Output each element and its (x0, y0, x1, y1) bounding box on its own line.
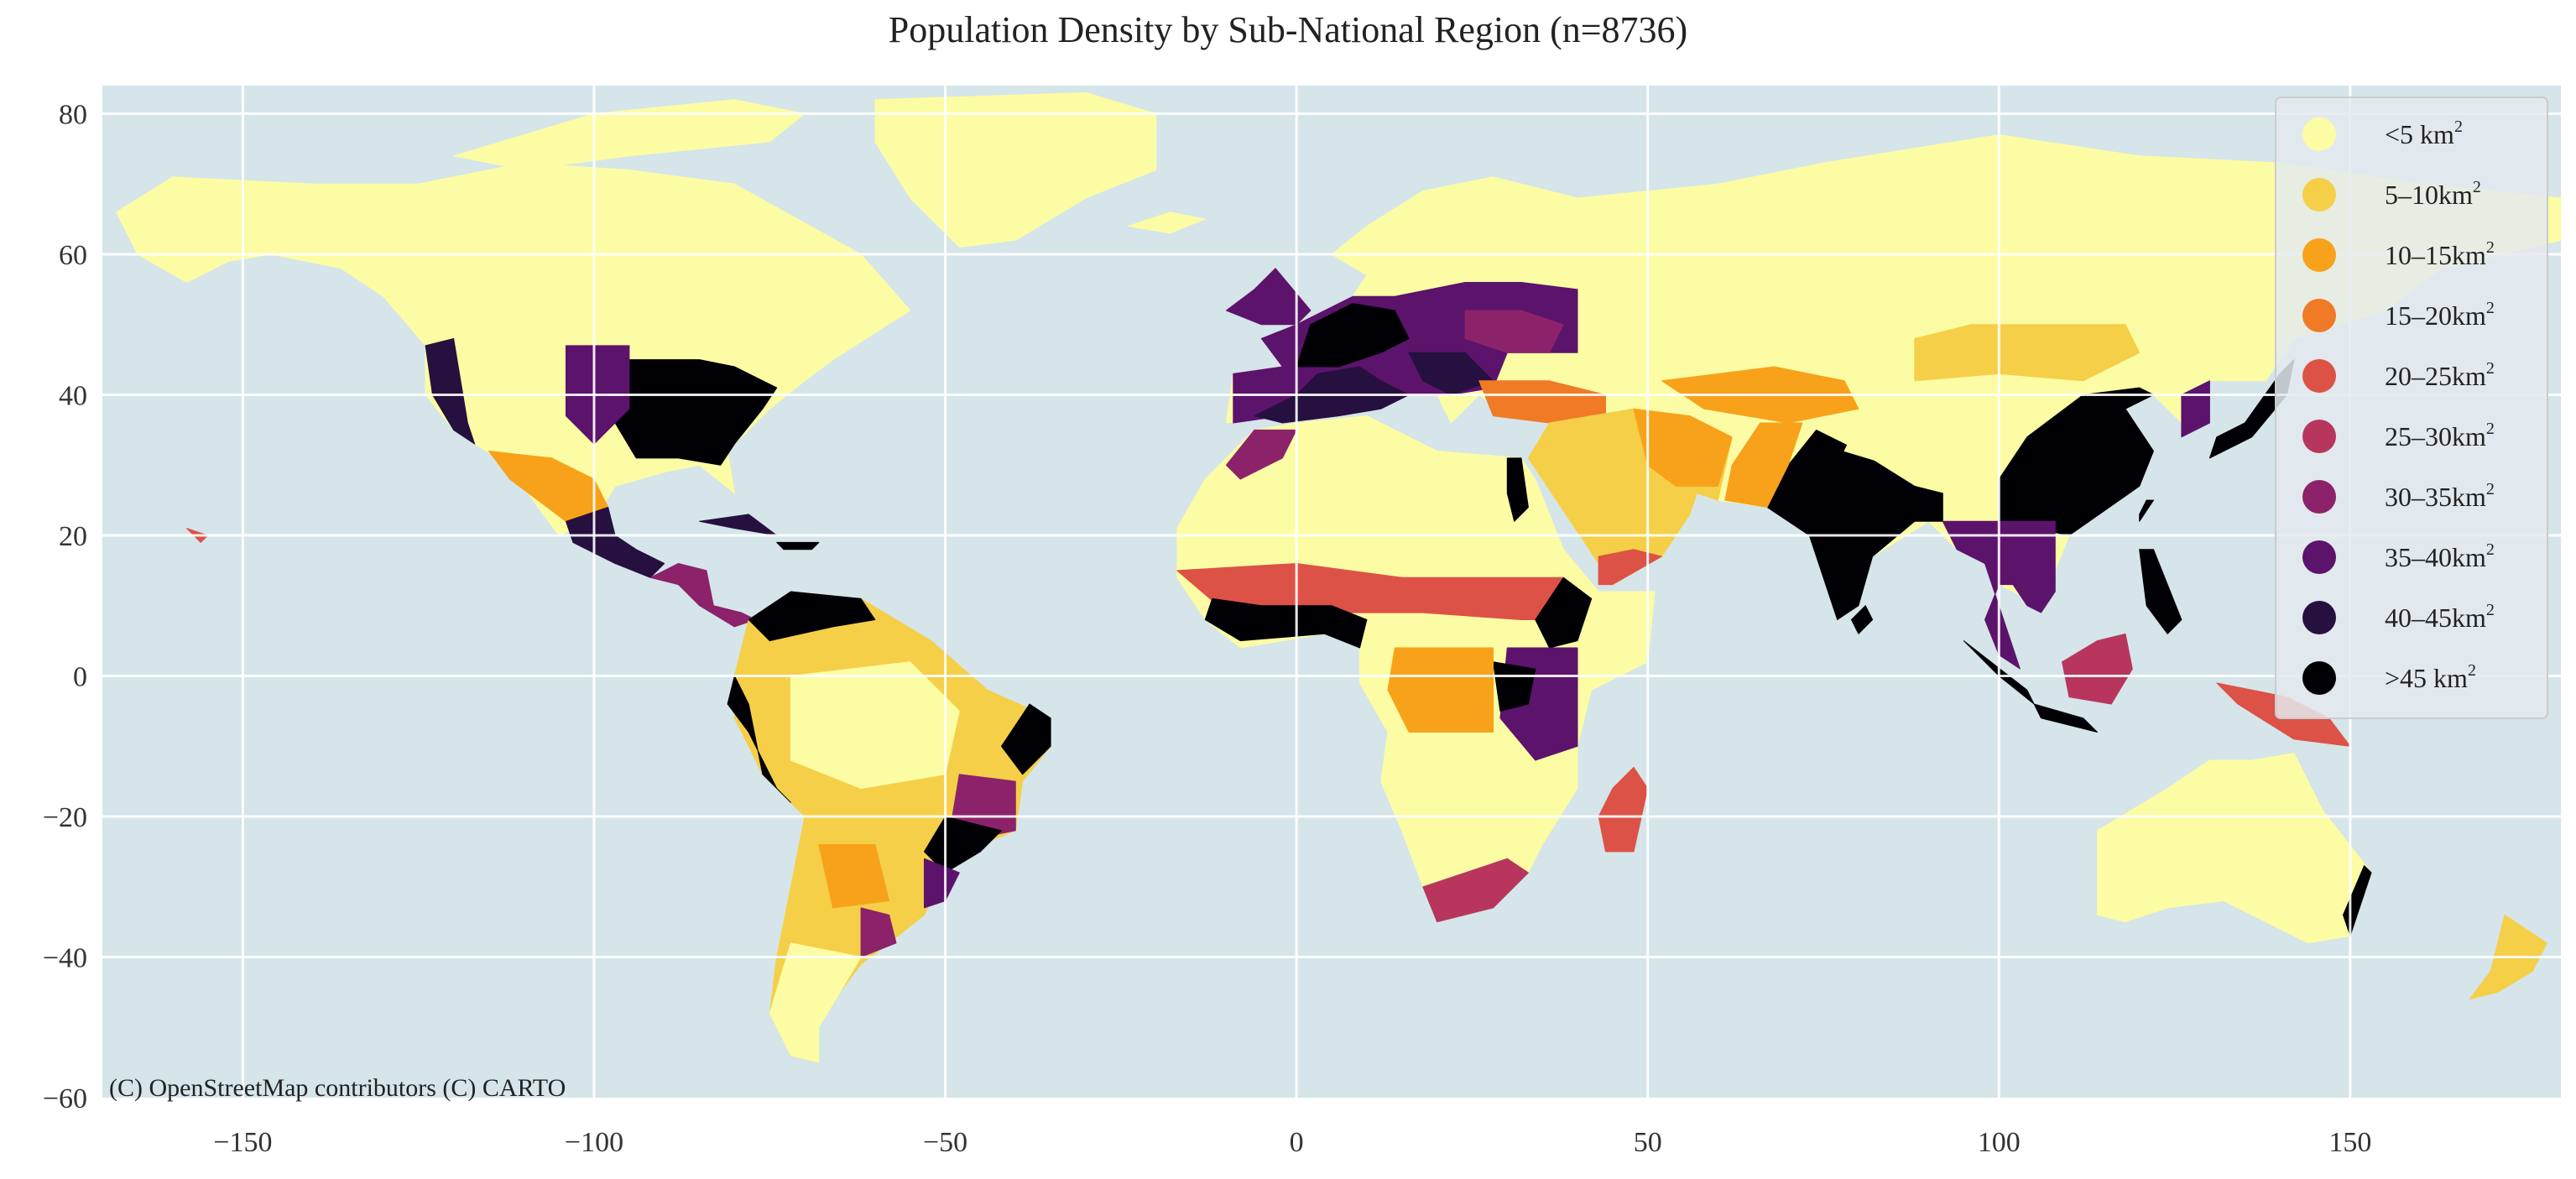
chart-title: Population Density by Sub-National Regio… (888, 9, 1688, 50)
region-patagonia (769, 942, 862, 1063)
legend-label: 15–20km2 (2385, 299, 2495, 331)
legend-label: >45 km2 (2385, 661, 2476, 693)
x-tick-label: −100 (565, 1127, 623, 1158)
y-tick-label: 0 (73, 662, 87, 693)
x-tick-label: 0 (1290, 1127, 1304, 1158)
region-argentina-north (818, 844, 890, 909)
land-regions (116, 91, 2562, 1063)
region-philippines (2139, 549, 2182, 634)
region-brazil-southeast (924, 816, 1002, 874)
region-congo-basin (1387, 647, 1494, 733)
y-tick-label: 60 (59, 240, 87, 271)
legend-swatch (2302, 359, 2336, 393)
region-canadian-arctic (453, 99, 806, 170)
legend-label: 25–30km2 (2385, 420, 2495, 451)
region-great-lakes (1493, 661, 1536, 712)
y-tick-label: 80 (59, 100, 87, 131)
region-southeast-asia (1942, 520, 2056, 670)
legend-swatch (2302, 117, 2336, 151)
region-sri-lanka (1851, 605, 1874, 634)
legend: <5 km2 5–10km2 10–15km2 15–20km2 20–25km2 25–… (2275, 97, 2548, 719)
gridlines (102, 86, 2561, 1098)
legend-swatch (2302, 420, 2336, 453)
region-uk-ireland (1225, 268, 1311, 326)
region-hispaniola (776, 541, 820, 550)
region-ukraine (1464, 310, 1564, 353)
legend-label: 40–45km2 (2385, 601, 2495, 633)
legend-swatch (2302, 238, 2336, 272)
legend-swatch (2302, 601, 2336, 634)
y-tick-label: 20 (59, 521, 87, 552)
y-tick-label: −40 (43, 943, 87, 974)
legend-label: 5–10km2 (2385, 178, 2481, 210)
region-west-africa-coast (1204, 597, 1368, 649)
y-tick-labels: 80 60 40 20 0 −20 −40 −60 (43, 100, 87, 1115)
y-tick-label: −60 (43, 1083, 87, 1114)
legend-swatch (2302, 299, 2336, 332)
region-taiwan (2139, 499, 2154, 522)
legend-swatch (2302, 480, 2336, 514)
region-ethiopia-highlands (1535, 576, 1593, 649)
x-tick-label: 50 (1634, 1127, 1662, 1158)
region-south-america-north-coast (748, 591, 876, 642)
region-mongolia-north-china (1914, 324, 2141, 382)
region-pakistan-west (1724, 422, 1803, 508)
region-borneo (2062, 633, 2133, 705)
legend-label: 10–15km2 (2385, 238, 2495, 270)
region-nile-valley (1506, 457, 1529, 522)
legend-label: <5 km2 (2385, 117, 2463, 149)
x-tick-label: 100 (1978, 1127, 2021, 1158)
legend-label: 20–25km2 (2385, 359, 2495, 391)
map-credit: (C) OpenStreetMap contributors (C) CARTO (109, 1074, 566, 1102)
legend-label: 35–40km2 (2385, 540, 2495, 572)
region-mexico-central (566, 507, 665, 578)
legend-swatch (2302, 661, 2336, 695)
legend-box (2275, 97, 2548, 719)
region-iceland (1127, 211, 1206, 234)
region-us-east (614, 359, 778, 466)
region-western-europe-core (1296, 303, 1410, 368)
legend-swatch (2302, 178, 2336, 211)
region-central-america (649, 563, 756, 628)
region-scandinavia (1331, 176, 1508, 283)
x-tick-label: −150 (213, 1127, 272, 1158)
y-tick-label: −20 (43, 802, 87, 833)
region-java-sumatra (1963, 640, 2098, 733)
region-south-africa (1422, 858, 1529, 923)
region-andes-west-coast (727, 676, 791, 803)
y-tick-label: 40 (59, 381, 87, 412)
x-tick-labels: −150 −100 −50 0 50 100 150 (213, 1127, 2371, 1158)
region-brazil-northeast (1001, 703, 1051, 775)
legend-swatch (2302, 540, 2336, 574)
region-balkans (1408, 352, 1494, 395)
x-tick-label: −50 (923, 1127, 967, 1158)
x-tick-label: 150 (2328, 1127, 2371, 1158)
region-argentina-pampas (860, 907, 897, 957)
legend-label: 30–35km2 (2385, 480, 2495, 512)
region-morocco (1225, 429, 1297, 480)
